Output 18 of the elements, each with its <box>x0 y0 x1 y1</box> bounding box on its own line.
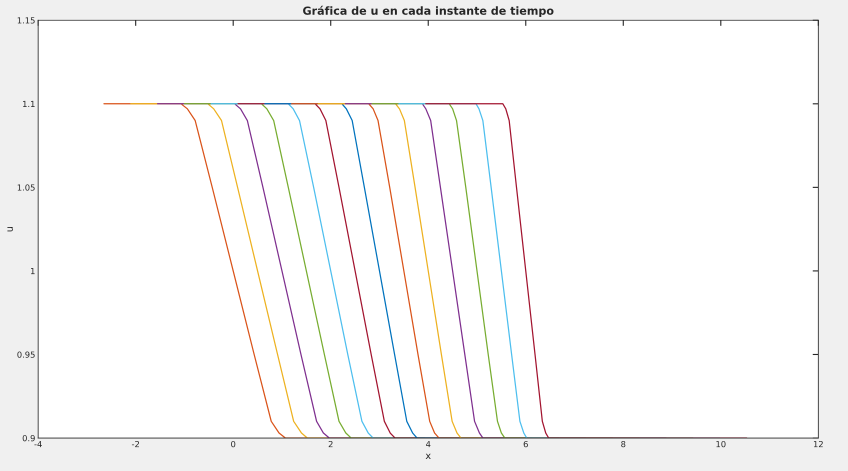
x-tick-label: 4 <box>426 441 430 448</box>
x-tick-label: 2 <box>328 440 333 448</box>
y-tick-label: 1.15 <box>18 17 35 24</box>
y-tick-label: 0.95 <box>17 351 35 358</box>
y-tick-label: 1.05 <box>18 184 35 191</box>
x-tick-label: 6 <box>524 440 528 448</box>
y-axis-title: u <box>7 226 13 232</box>
x-tick-label: 0 <box>231 440 236 448</box>
x-axis-title: x <box>426 454 431 460</box>
y-tick-label: 1 <box>30 268 35 274</box>
y-tick-label: 1.1 <box>23 100 35 107</box>
y-tick-label: 0.9 <box>22 435 35 442</box>
x-tick-label: -4 <box>34 441 42 448</box>
x-tick-label: 12 <box>814 440 823 448</box>
x-tick-label: 8 <box>621 440 626 448</box>
x-tick-label: -2 <box>132 440 139 448</box>
x-tick-label: 10 <box>716 440 726 448</box>
chart-title: Gráfica de u en cada instante de tiempo <box>303 6 554 18</box>
